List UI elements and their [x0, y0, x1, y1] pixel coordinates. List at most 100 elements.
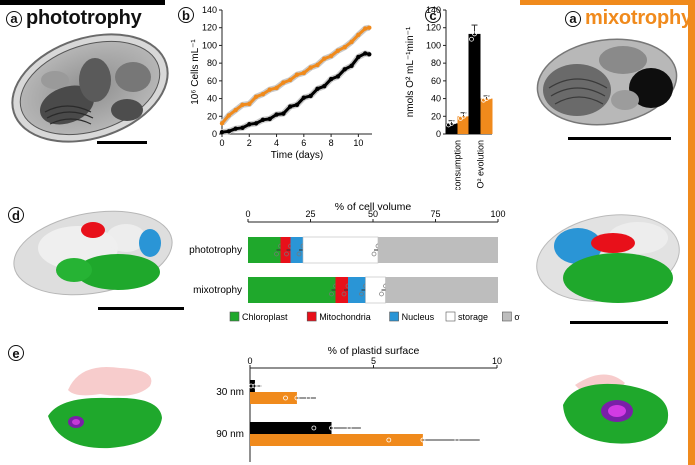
cell-volume-segment-chloroplast: [248, 237, 281, 263]
oxygen-y-tick-label: 0: [436, 129, 441, 139]
cell-volume-segment-other: [378, 237, 498, 263]
cell-volume-category-label: mixotrophy: [193, 285, 242, 296]
cell-volume-segment-nucleus: [290, 237, 303, 263]
growth-point-phototrophy: [253, 121, 259, 126]
plastid-surface-title: % of plastid surface: [328, 345, 420, 357]
oxygen-replicate-point: [472, 31, 477, 37]
plastid-replicate-point: [420, 437, 426, 443]
cell-volume-title: % of cell volume: [335, 201, 412, 213]
growth-point-mixotrophy: [219, 121, 225, 126]
cell-volume-segment-mitochondria: [280, 237, 291, 263]
cell-volume-replicate-point: [284, 251, 289, 257]
legend-swatch-nucleus: [389, 311, 399, 322]
growth-point-mixotrophy: [328, 53, 334, 59]
growth-y-tick-label: 0: [212, 129, 217, 139]
phototrophy-em-image: [11, 33, 169, 143]
cell-volume-replicate-point: [274, 251, 279, 257]
plastid-replicate-point: [454, 437, 460, 443]
growth-point-phototrophy: [362, 51, 368, 56]
growth-point-phototrophy: [308, 93, 313, 99]
cell-volume-replicate-point: [341, 291, 347, 297]
growth-x-tick-label: 4: [274, 138, 279, 148]
growth-point-mixotrophy: [315, 62, 320, 68]
phototrophy-3d-scale-bar: [98, 307, 184, 310]
growth-point-phototrophy: [322, 83, 327, 89]
plastid-x-tick-label: 5: [371, 356, 376, 366]
mixotrophy-title: mixotrophy: [585, 7, 692, 29]
plastid-replicate-point: [283, 395, 288, 401]
growth-x-tick-label: 8: [329, 138, 334, 148]
oxygen-y-tick-label: 60: [431, 76, 441, 86]
plastid-bar-mixotrophy: [250, 392, 297, 404]
panel-a-left-label: a: [6, 10, 22, 27]
growth-point-mixotrophy: [260, 91, 266, 97]
cell-volume-segment-mitochondria: [335, 277, 348, 303]
legend-swatch-mitochondria: [306, 311, 317, 322]
oxygen-y-tick-label: 100: [426, 40, 441, 50]
growth-point-phototrophy: [301, 95, 307, 100]
oxygen-bar-phototrophy: [445, 123, 458, 134]
growth-x-tick-label: 2: [247, 138, 252, 148]
growth-point-mixotrophy: [308, 65, 313, 70]
growth-point-phototrophy: [274, 112, 279, 117]
growth-point-phototrophy: [226, 129, 232, 134]
plastid-replicate-point: [311, 425, 317, 431]
growth-point-mixotrophy: [356, 32, 361, 37]
growth-point-mixotrophy: [342, 45, 347, 50]
plastid-x-tick-label: 0: [247, 356, 252, 366]
growth-chart: 0 20 40 60 80 100 120 140 0 2 4 6 8 10 Time (days) 10…: [190, 5, 372, 161]
cell-volume-segment-chloroplast: [248, 277, 336, 303]
cell-volume-x-tick-label: 50: [368, 209, 378, 219]
plastid-replicate-point: [386, 437, 392, 443]
cell-volume-replicate-point: [371, 251, 377, 257]
oxygen-y-tick-label: 140: [426, 5, 441, 15]
growth-point-phototrophy: [328, 76, 334, 82]
oxygen-bar-phototrophy: [468, 33, 481, 134]
growth-x-axis-label: Time (days): [271, 150, 323, 161]
cell-volume-segment-nucleus: [348, 277, 366, 303]
growth-point-mixotrophy: [253, 94, 259, 100]
plastid-replicate-point: [329, 425, 334, 431]
oxygen-bar-mixotrophy: [480, 98, 493, 134]
cell-volume-replicate-point: [359, 291, 364, 297]
panel-a-left-header: a phototrophy: [6, 7, 142, 30]
cell-volume-category-label: phototrophy: [189, 245, 242, 256]
growth-point-mixotrophy: [349, 39, 354, 45]
growth-point-phototrophy: [267, 116, 272, 122]
cell-volume-segment-other: [385, 277, 498, 303]
cell-volume-replicate-point: [379, 291, 384, 297]
growth-x-tick-label: 0: [219, 138, 224, 148]
panel-e-label: e: [8, 345, 24, 361]
growth-point-phototrophy: [287, 104, 293, 109]
mixotrophy-em-image: [536, 38, 678, 126]
growth-point-mixotrophy: [362, 26, 368, 31]
plastid-replicate-point: [256, 383, 262, 389]
plastid-category-label: 90 nm: [216, 429, 244, 440]
oxygen-y-axis-label: nmols O² mL⁻¹min⁻¹: [405, 26, 416, 117]
growth-y-tick-label: 40: [207, 94, 217, 104]
panel-c-label: c: [425, 7, 441, 23]
growth-x-tick-label: 10: [353, 138, 363, 148]
plastid-bar-phototrophy: [250, 380, 255, 392]
growth-point-phototrophy: [247, 122, 252, 127]
growth-x-tick-label: 6: [301, 138, 306, 148]
cell-volume-x-tick-label: 100: [490, 209, 505, 219]
oxygen-category-label: O² consumption: [453, 140, 463, 190]
cell-volume-x-tick-label: 0: [245, 209, 250, 219]
growth-point-phototrophy: [315, 86, 320, 92]
cell-volume-replicate-point: [296, 251, 302, 257]
growth-point-phototrophy: [294, 102, 300, 107]
legend-label-chloroplast: Chloroplast: [242, 312, 288, 322]
growth-point-phototrophy: [240, 125, 245, 130]
cell-volume-x-tick-label: 75: [430, 209, 440, 219]
legend-label-other: other: [514, 312, 520, 322]
growth-point-mixotrophy: [335, 48, 341, 53]
growth-point-mixotrophy: [274, 85, 279, 91]
oxygen-replicate-point: [452, 119, 457, 125]
plastid-replicate-point: [294, 395, 300, 401]
phototrophy-title: phototrophy: [26, 7, 142, 29]
mixotrophy-side-bar: [688, 0, 695, 465]
mixotrophy-scale-bar: [568, 137, 671, 140]
growth-y-tick-label: 80: [207, 58, 217, 68]
growth-point-mixotrophy: [240, 102, 245, 107]
